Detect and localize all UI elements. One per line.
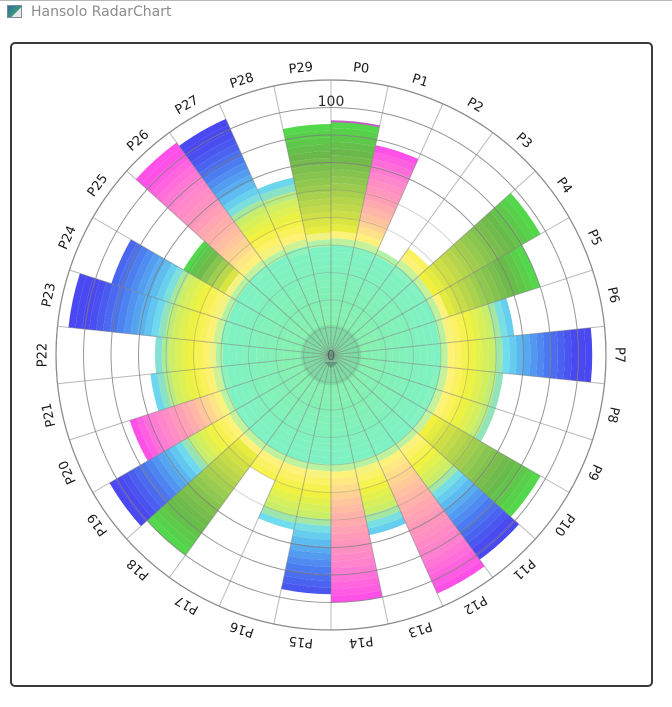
segment-p11 [331, 355, 520, 560]
category-label-p9: P9 [584, 462, 604, 483]
segment-p20 [129, 355, 331, 461]
segment-p2 [331, 249, 399, 355]
center-marker-icon [324, 362, 338, 368]
segment-p1 [331, 145, 419, 355]
category-label-p5: P5 [584, 227, 604, 248]
category-label-p2: P2 [464, 95, 485, 116]
category-label-p22: P22 [36, 343, 51, 367]
segment-p25 [183, 240, 331, 355]
segment-p13 [331, 355, 406, 536]
segment-p10 [331, 355, 541, 517]
app-window-icon [7, 5, 22, 18]
segment-p17 [250, 355, 331, 481]
category-label-p21: P21 [39, 401, 59, 428]
category-label-p16: P16 [228, 618, 256, 640]
category-label-p13: P13 [406, 618, 434, 640]
segment-p23 [68, 273, 331, 355]
category-label-p14: P14 [348, 633, 374, 650]
category-label-p24: P24 [56, 224, 80, 252]
scale-min-label: 0 [327, 349, 335, 364]
segment-p3 [331, 248, 430, 355]
segment-p29 [282, 124, 331, 355]
scale-max-label: 100 [318, 94, 345, 110]
segment-p14 [331, 355, 383, 603]
segment-p21 [150, 355, 331, 412]
segment-p5 [331, 245, 541, 355]
segment-p26 [135, 142, 331, 355]
category-label-p8: P8 [604, 405, 622, 424]
segment-p15 [281, 355, 331, 595]
category-label-p4: P4 [553, 175, 575, 197]
category-label-p3: P3 [513, 130, 535, 152]
title-bar: Hansolo RadarChart [0, 0, 672, 25]
category-label-p20: P20 [56, 458, 80, 486]
segment-p28 [257, 177, 331, 355]
segment-p9 [331, 355, 496, 442]
window-title: Hansolo RadarChart [31, 4, 172, 20]
category-label-p0: P0 [352, 60, 370, 77]
segment-p18 [147, 355, 331, 556]
category-label-p7: P7 [612, 347, 627, 363]
category-label-p28: P28 [228, 70, 256, 92]
segment-p8 [331, 355, 504, 409]
category-label-p23: P23 [39, 282, 59, 309]
segment-p12 [331, 355, 485, 594]
segment-p7 [331, 327, 593, 383]
segment-p19 [109, 355, 331, 527]
category-label-p29: P29 [288, 60, 314, 77]
radar-segments [68, 118, 593, 603]
segment-p0 [331, 120, 380, 355]
segment-p16 [258, 355, 331, 530]
category-label-p6: P6 [604, 286, 622, 305]
category-label-p1: P1 [410, 71, 430, 90]
category-label-p15: P15 [288, 633, 314, 650]
segment-p6 [331, 298, 515, 355]
segment-p4 [331, 193, 541, 355]
segment-p22 [155, 336, 331, 374]
radar-grid [55, 79, 607, 631]
segment-p27 [179, 118, 331, 355]
